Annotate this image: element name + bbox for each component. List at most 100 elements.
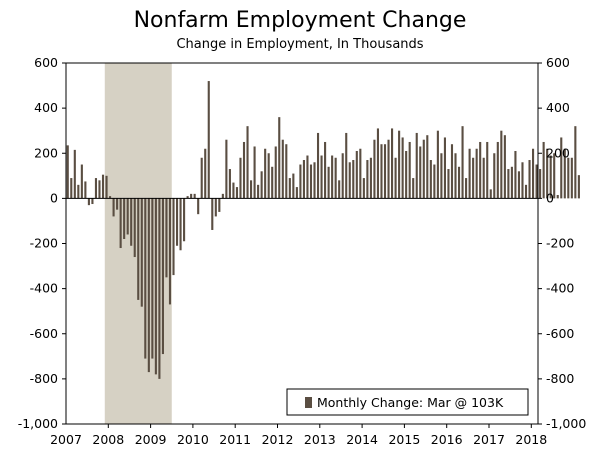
x-tick-label: 2009 [135,432,167,447]
bar [563,148,566,199]
bar [412,178,415,199]
bar [253,146,256,199]
bar [528,160,531,199]
bar [570,157,573,199]
bar [320,155,323,199]
bar [239,157,242,199]
bar [70,178,73,199]
y-tick-label-left: -600 [30,326,58,341]
bar [119,198,122,249]
bar [186,196,189,199]
axes-layer: 600 600 400 400 200 200 0 0 -200 -200 -400 -400 -600… [18,55,587,447]
bar [369,157,372,199]
bar [267,153,270,199]
bar [218,198,221,212]
legend: Monthly Change: Mar @ 103K [286,388,529,416]
bar [168,198,172,305]
bar [154,198,157,375]
bar [232,182,235,199]
bar [500,130,503,199]
bar [542,141,545,199]
bar [235,187,239,199]
bar [447,169,450,199]
y-tick-label-right: -400 [546,281,574,296]
bar [313,162,316,199]
bar [327,166,330,199]
bar [278,117,281,199]
y-tick-label-right: -1,000 [546,416,586,431]
chart-title: Nonfarm Employment Change [133,8,467,33]
bar [556,194,559,199]
bar [539,169,542,199]
bar [546,148,549,199]
bar [126,198,129,235]
bar [482,157,485,199]
bar [443,137,446,199]
bar [549,155,552,199]
bar [429,160,432,199]
bar [468,148,471,199]
bar [94,178,98,199]
y-tick-label-left: -1,000 [18,416,58,431]
bar [419,146,422,199]
bar [366,160,369,199]
y-tick-label-right: 200 [546,145,570,160]
x-tick-label: 2011 [219,432,251,447]
x-tick-label: 2013 [304,432,336,447]
bar [66,145,69,199]
bar [292,173,295,199]
x-tick-label: 2012 [262,432,294,447]
bar [567,157,570,199]
bar [415,132,418,199]
x-tick-label: 2007 [50,432,82,447]
bar [161,198,164,355]
y-tick-label-left: -400 [30,281,58,296]
bar [98,180,101,199]
bar [376,128,380,199]
bar [450,144,454,199]
bar [204,148,207,199]
x-tick-label: 2018 [515,432,547,447]
bar [112,198,115,217]
bar [309,164,313,199]
bar [331,155,334,199]
y-tick-label-left: -200 [30,236,58,251]
bar [553,153,556,199]
bar [84,181,87,199]
bar [348,162,351,199]
bar [461,126,464,199]
bar [373,139,376,199]
bar [560,137,563,199]
bar [274,146,277,199]
bar [454,153,457,199]
bar [433,164,436,199]
bar [352,160,355,199]
bar [422,139,425,199]
bar [165,198,168,278]
bar [383,144,387,199]
bar [271,166,274,199]
y-tick-label-right: 600 [546,55,570,70]
x-tick-label: 2014 [346,432,378,447]
bar [514,150,517,199]
y-tick-label-right: 400 [546,100,570,115]
y-tick-label-left: 0 [50,190,58,205]
bar [345,132,348,199]
bar [472,157,475,199]
bar [172,198,175,276]
bar [517,171,521,199]
bar [324,141,327,199]
bar [221,193,224,199]
bar [380,144,383,199]
bar [496,141,499,199]
bar [486,141,489,199]
bar [73,149,76,199]
bar [109,196,112,199]
bar [475,148,478,199]
bar [228,169,231,199]
bar [577,175,580,199]
bar [264,148,267,199]
bar [359,148,362,199]
bar [87,198,90,206]
bars-layer [66,81,580,379]
